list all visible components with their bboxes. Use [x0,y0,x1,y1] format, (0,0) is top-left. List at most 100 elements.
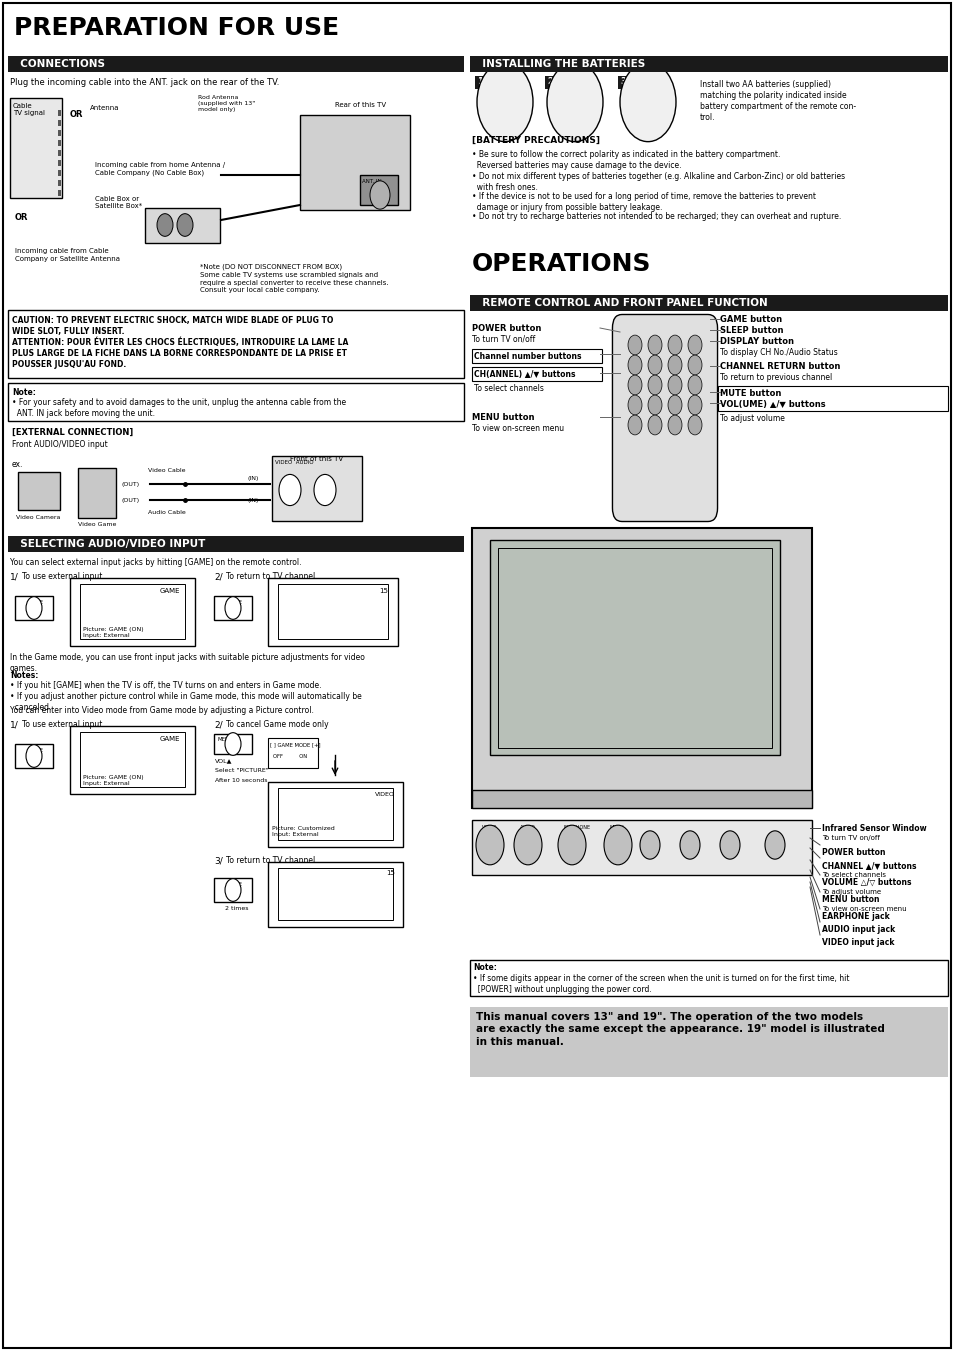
Circle shape [177,213,193,236]
Text: GAME button: GAME button [720,315,781,324]
Bar [472,790,811,808]
Text: 15: 15 [378,588,388,594]
Text: GAME: GAME [160,588,180,594]
Text: Picture: GAME (ON)
Input: External: Picture: GAME (ON) Input: External [83,627,144,638]
Text: Rod Antenna
(supplied with 13"
model only): Rod Antenna (supplied with 13" model onl… [198,95,255,112]
Circle shape [157,213,172,236]
Text: CAUTION: TO PREVENT ELECTRIC SHOCK, MATCH WIDE BLADE OF PLUG TO
WIDE SLOT, FULLY: CAUTION: TO PREVENT ELECTRIC SHOCK, MATC… [12,316,333,336]
Circle shape [647,415,661,435]
Circle shape [627,394,641,415]
Bar [299,115,410,209]
Text: Channel number buttons: Channel number buttons [474,353,581,361]
Circle shape [647,335,661,355]
Bar [58,150,61,155]
Circle shape [370,181,390,209]
Bar [15,744,53,767]
Bar [718,386,947,411]
Text: 2: 2 [546,77,553,86]
Circle shape [546,62,602,142]
Text: To return to TV channel: To return to TV channel [226,571,314,581]
Text: To turn TV on/off: To turn TV on/off [472,335,535,345]
Bar [58,190,61,196]
Text: MENU button: MENU button [472,413,534,422]
Text: VIDEO: VIDEO [481,825,497,830]
Bar [268,862,402,927]
Text: Front of this TV: Front of this TV [290,457,343,462]
Bar [490,540,780,755]
Bar [268,738,317,767]
Bar [619,320,709,515]
Text: POWER button: POWER button [472,324,540,332]
Circle shape [639,831,659,859]
Bar [299,115,410,209]
Circle shape [667,394,681,415]
Text: To turn TV on/off: To turn TV on/off [821,835,879,842]
FancyBboxPatch shape [612,315,717,521]
Bar [58,141,61,146]
Text: GAME: GAME [227,600,243,605]
Text: VIDEO input jack: VIDEO input jack [821,938,894,947]
Text: MENU button: MENU button [821,894,879,904]
Text: To adjust volume: To adjust volume [720,413,784,423]
Bar [497,549,771,748]
Text: OPERATIONS: OPERATIONS [472,253,651,276]
Text: MUTE button: MUTE button [720,389,781,399]
Bar [472,528,811,808]
Text: PREPARATION FOR USE: PREPARATION FOR USE [14,16,338,41]
Text: 2/: 2/ [213,720,222,730]
Text: • Do not try to recharge batteries not intended to be recharged; they can overhe: • Do not try to recharge batteries not i… [472,212,841,222]
Circle shape [26,744,42,767]
Text: VOLUME △/▽ buttons: VOLUME △/▽ buttons [821,878,910,888]
Circle shape [647,355,661,376]
Text: Notes:: Notes: [10,671,38,680]
Text: In the Game mode, you can use front input jacks with suitable picture adjustment: In the Game mode, you can use front inpu… [10,653,364,673]
Text: 1/: 1/ [10,571,19,581]
Text: 15: 15 [386,870,395,875]
Text: (OUT): (OUT) [122,499,140,503]
Text: • Do not mix different types of batteries together (e.g. Alkaline and Carbon-Zin: • Do not mix different types of batterie… [472,172,844,192]
Text: 2/: 2/ [213,571,222,581]
Text: OFF          ON: OFF ON [273,754,307,759]
Text: To view on-screen menu: To view on-screen menu [472,424,563,434]
Text: EARPHONE jack: EARPHONE jack [821,912,889,921]
Bar [277,584,388,639]
Text: Install two AA batteries (supplied)
matching the polarity indicated inside
batte: Install two AA batteries (supplied) matc… [700,80,855,123]
Text: 1/: 1/ [10,720,19,730]
Text: VOL▲: VOL▲ [214,758,233,763]
Text: Note:: Note: [12,388,36,397]
Bar [145,208,220,243]
Bar [472,820,811,875]
Bar [618,76,630,89]
Bar [15,596,53,620]
Circle shape [627,355,641,376]
Bar [544,76,558,89]
Circle shape [720,831,740,859]
Bar [58,159,61,166]
Bar [18,471,60,509]
Circle shape [603,825,631,865]
Text: CHANNEL ▲/▼ buttons: CHANNEL ▲/▼ buttons [821,861,916,870]
Text: DISPLAY button: DISPLAY button [720,336,793,346]
Text: Video Cable: Video Cable [148,467,185,473]
Circle shape [476,825,503,865]
Bar [58,180,61,186]
Text: [ ] GAME MODE [+]: [ ] GAME MODE [+] [270,742,320,747]
Text: • If the device is not to be used for a long period of time, remove the batterie: • If the device is not to be used for a … [472,192,815,212]
Bar [277,788,393,840]
Bar [472,820,811,875]
Circle shape [514,825,541,865]
Text: To use external input: To use external input [22,720,102,730]
Circle shape [627,376,641,394]
Text: To view on-screen menu: To view on-screen menu [821,907,905,912]
Circle shape [667,355,681,376]
Bar [472,790,811,808]
Bar [8,382,463,422]
Bar [10,99,62,199]
Text: Cable
TV signal: Cable TV signal [13,103,45,116]
Text: VOL(UME) ▲/▼ buttons: VOL(UME) ▲/▼ buttons [720,400,824,409]
Text: ATTENTION: POUR ÉVITER LES CHOCS ÉLECTRIQUES, INTRODUIRE LA LAME LA
PLUS LARGE D: ATTENTION: POUR ÉVITER LES CHOCS ÉLECTRI… [12,336,348,369]
Text: AUDIO: AUDIO [519,825,536,830]
Circle shape [627,415,641,435]
Bar [8,55,463,72]
Text: To return to previous channel: To return to previous channel [720,373,831,382]
